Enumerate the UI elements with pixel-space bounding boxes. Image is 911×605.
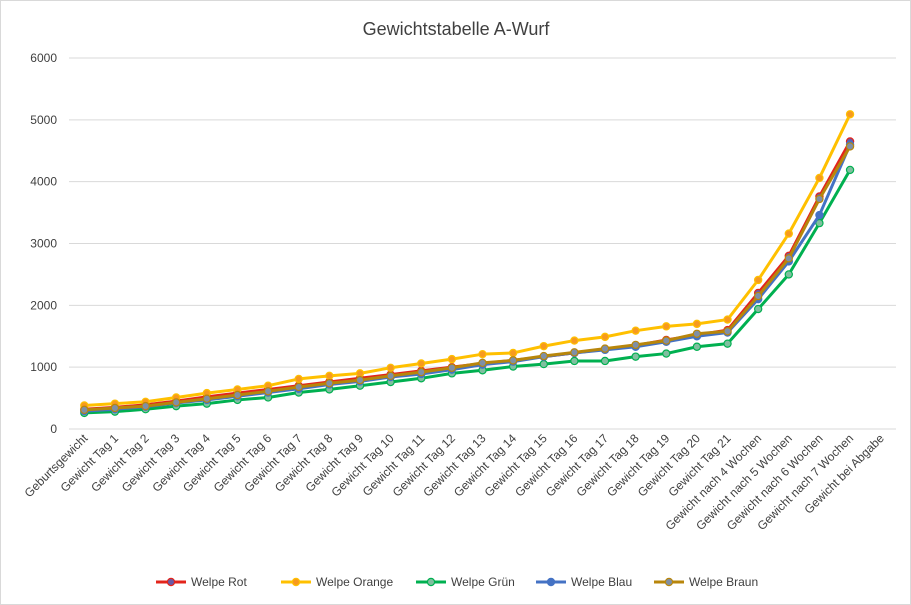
legend-label: Welpe Grün bbox=[451, 575, 515, 589]
data-point bbox=[263, 387, 273, 396]
y-tick-label: 5000 bbox=[30, 113, 57, 127]
data-point bbox=[508, 348, 518, 358]
data-point bbox=[172, 398, 181, 407]
data-point bbox=[325, 379, 334, 388]
data-point bbox=[723, 327, 732, 336]
data-point bbox=[141, 401, 150, 411]
series-line bbox=[84, 169, 852, 415]
y-tick-label: 2000 bbox=[30, 298, 57, 312]
data-point bbox=[845, 110, 855, 119]
data-point bbox=[233, 390, 242, 400]
data-point bbox=[539, 351, 548, 361]
y-tick-label: 1000 bbox=[30, 360, 57, 374]
legend-label: Welpe Orange bbox=[316, 575, 393, 589]
data-point bbox=[447, 363, 457, 372]
data-point bbox=[417, 367, 426, 377]
data-point bbox=[355, 369, 365, 378]
data-point bbox=[753, 304, 763, 314]
y-tick-label: 6000 bbox=[30, 51, 57, 65]
data-point bbox=[570, 348, 579, 357]
data-point bbox=[386, 363, 395, 372]
y-tick-label: 4000 bbox=[30, 175, 57, 189]
data-point bbox=[631, 352, 640, 361]
data-point bbox=[570, 336, 579, 345]
data-point bbox=[845, 165, 855, 175]
data-point bbox=[631, 326, 640, 335]
legend-label: Welpe Braun bbox=[689, 575, 758, 589]
legend-swatch-marker bbox=[291, 577, 301, 587]
y-tick-label: 0 bbox=[50, 422, 57, 436]
legend: Welpe Rot Welpe Orange Welpe Grün Welpe Bla… bbox=[156, 575, 758, 589]
legend-label: Welpe Blau bbox=[571, 575, 632, 589]
legend-item: Welpe Blau bbox=[536, 575, 632, 589]
data-point bbox=[539, 359, 548, 369]
data-point bbox=[386, 371, 395, 381]
series-welpe-braun bbox=[80, 142, 855, 415]
legend-item: Welpe Grün bbox=[416, 575, 515, 589]
chart-title: Gewichtstabelle A-Wurf bbox=[363, 19, 551, 39]
data-point bbox=[355, 375, 365, 385]
data-point bbox=[815, 210, 824, 220]
data-point bbox=[600, 356, 610, 366]
legend-item: Welpe Rot bbox=[156, 575, 247, 589]
legend-swatch-marker bbox=[426, 577, 436, 587]
data-point bbox=[539, 341, 548, 351]
data-point bbox=[600, 344, 610, 353]
legend-label: Welpe Rot bbox=[191, 575, 247, 589]
data-point bbox=[662, 349, 671, 358]
data-point bbox=[784, 254, 793, 263]
data-point bbox=[600, 332, 610, 342]
y-tick-label: 3000 bbox=[30, 237, 57, 251]
data-point bbox=[325, 371, 334, 381]
data-point bbox=[294, 382, 303, 392]
data-point bbox=[294, 374, 303, 384]
data-point bbox=[202, 394, 212, 403]
data-point bbox=[815, 194, 824, 204]
data-point bbox=[80, 405, 89, 415]
data-point bbox=[815, 173, 824, 183]
data-point bbox=[784, 270, 793, 279]
data-point bbox=[478, 349, 487, 359]
data-point bbox=[662, 336, 671, 345]
legend-swatch-marker bbox=[166, 577, 176, 587]
data-point bbox=[508, 356, 518, 365]
series-welpe-orange bbox=[80, 110, 855, 410]
y-axis-ticks: 0 1000 2000 3000 4000 5000 6000 bbox=[30, 51, 57, 436]
data-point bbox=[478, 358, 487, 368]
gridlines bbox=[69, 57, 896, 430]
data-point bbox=[723, 315, 732, 324]
data-point bbox=[447, 354, 457, 364]
data-point bbox=[845, 142, 855, 151]
legend-swatch-marker bbox=[546, 577, 556, 587]
data-point bbox=[692, 329, 702, 338]
data-point bbox=[662, 322, 671, 331]
data-point bbox=[631, 340, 640, 350]
data-point bbox=[723, 339, 732, 348]
data-point bbox=[417, 359, 426, 368]
series-lines bbox=[80, 110, 855, 418]
legend-item: Welpe Orange bbox=[281, 575, 393, 589]
series-line bbox=[84, 113, 852, 408]
data-point bbox=[570, 356, 579, 366]
data-point bbox=[110, 403, 120, 413]
data-point bbox=[753, 275, 763, 285]
legend-swatch-marker bbox=[664, 577, 674, 587]
data-point bbox=[692, 319, 702, 329]
data-point bbox=[753, 291, 763, 301]
legend-item: Welpe Braun bbox=[654, 575, 758, 589]
data-point bbox=[784, 229, 793, 238]
series-line bbox=[84, 145, 852, 412]
series-welpe-grün bbox=[80, 165, 855, 418]
data-point bbox=[692, 342, 702, 351]
